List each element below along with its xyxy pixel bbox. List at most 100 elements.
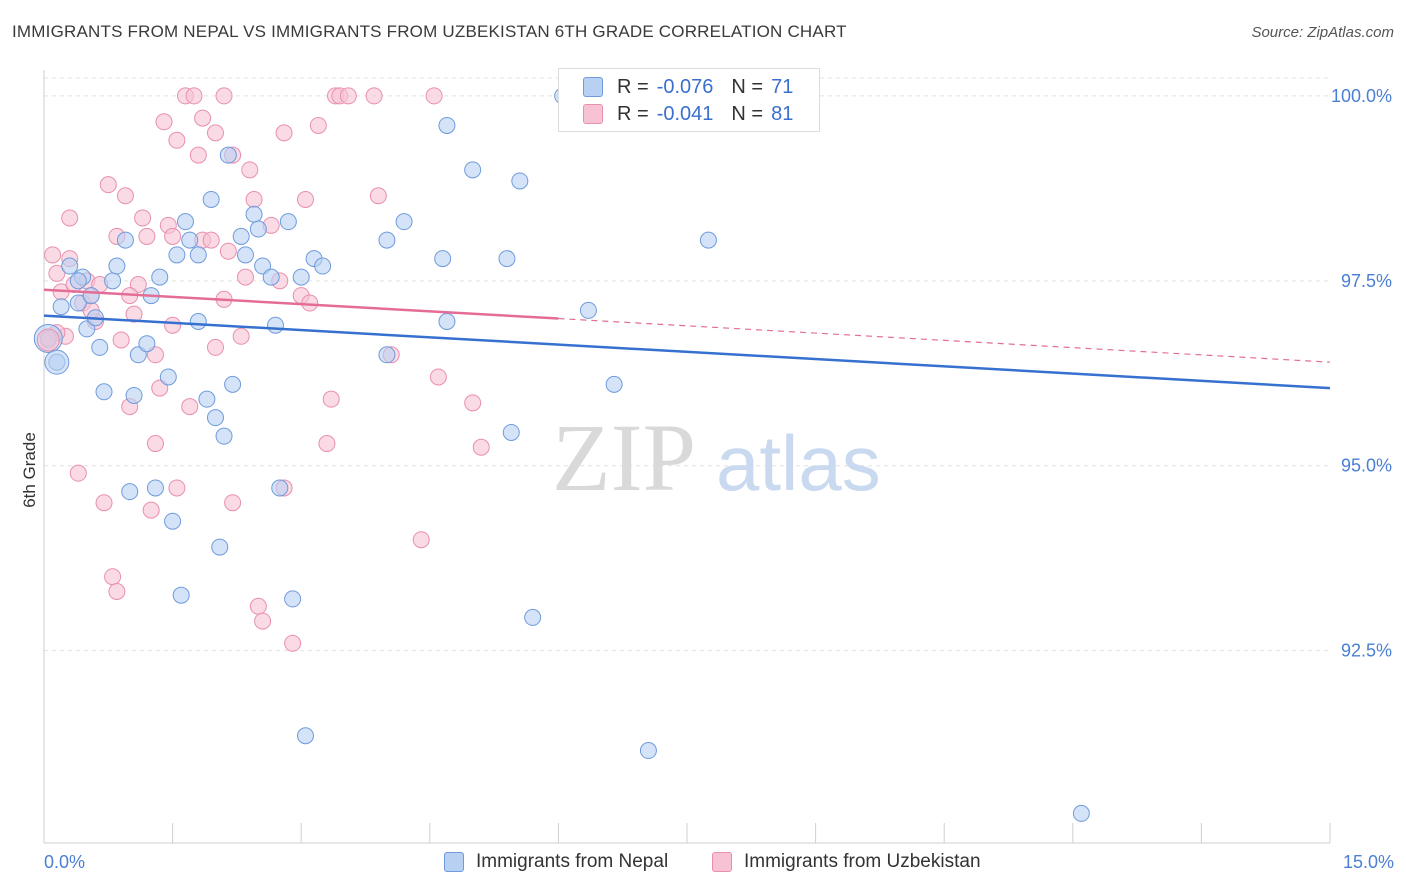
- trendline-uzbekistan: [43, 288, 559, 320]
- point-nepal: [172, 586, 190, 604]
- point-uzbekistan: [44, 246, 62, 264]
- point-uzbekistan: [284, 634, 302, 652]
- point-uzbekistan: [36, 328, 60, 352]
- point-uzbekistan: [206, 338, 224, 356]
- point-nepal: [176, 213, 194, 231]
- point-nepal: [438, 116, 456, 134]
- chart-title: IMMIGRANTS FROM NEPAL VS IMMIGRANTS FROM…: [12, 22, 847, 41]
- point-nepal: [699, 231, 717, 249]
- point-nepal: [189, 313, 207, 331]
- point-uzbekistan: [164, 316, 182, 334]
- point-uzbekistan: [202, 231, 220, 249]
- point-nepal: [266, 316, 284, 334]
- point-nepal: [61, 257, 79, 275]
- point-nepal: [211, 538, 229, 556]
- point-uzbekistan: [241, 161, 259, 179]
- point-nepal: [52, 298, 70, 316]
- point-nepal: [219, 146, 237, 164]
- point-nepal: [82, 287, 100, 305]
- point-uzbekistan: [189, 146, 207, 164]
- point-uzbekistan: [112, 331, 130, 349]
- point-nepal: [215, 427, 233, 445]
- point-uzbekistan: [206, 124, 224, 142]
- point-nepal: [236, 246, 254, 264]
- point-uzbekistan: [236, 268, 254, 286]
- point-nepal: [639, 742, 657, 760]
- source-label: Source: ZipAtlas.com: [1251, 24, 1394, 41]
- point-uzbekistan: [181, 398, 199, 416]
- point-uzbekistan: [296, 190, 314, 208]
- point-nepal: [125, 386, 143, 404]
- watermark-atlas: atlas: [716, 419, 881, 507]
- point-nepal: [378, 346, 396, 364]
- point-nepal: [121, 483, 139, 501]
- point-uzbekistan: [48, 264, 66, 282]
- legend-swatch-uzbekistan: [583, 104, 603, 124]
- point-uzbekistan: [365, 87, 383, 105]
- point-uzbekistan: [301, 294, 319, 312]
- point-nepal: [605, 375, 623, 393]
- point-uzbekistan: [219, 242, 237, 260]
- point-nepal: [91, 338, 109, 356]
- point-nepal: [262, 268, 280, 286]
- point-nepal: [524, 608, 542, 626]
- point-uzbekistan: [142, 501, 160, 519]
- legend-row-nepal: R = -0.076 N = 71: [583, 74, 811, 100]
- y-tick-label: 100.0%: [1331, 86, 1392, 106]
- point-nepal: [464, 161, 482, 179]
- bottom-legend-swatch-uzbekistan: [712, 852, 732, 872]
- point-uzbekistan: [249, 597, 267, 615]
- point-uzbekistan: [275, 124, 293, 142]
- point-uzbekistan: [472, 438, 490, 456]
- point-nepal: [1072, 804, 1090, 822]
- trend-layer: [43, 288, 1331, 390]
- point-uzbekistan: [168, 131, 186, 149]
- point-uzbekistan: [185, 87, 203, 105]
- point-uzbekistan: [318, 435, 336, 453]
- point-nepal: [511, 172, 529, 190]
- point-nepal: [164, 512, 182, 530]
- point-uzbekistan: [429, 368, 447, 386]
- bottom-legend-uzbekistan: Immigrants from Uzbekistan: [712, 851, 981, 873]
- point-nepal: [116, 231, 134, 249]
- point-nepal: [224, 375, 242, 393]
- point-uzbekistan: [116, 187, 134, 205]
- point-nepal: [69, 272, 87, 290]
- y-axis-label: 6th Grade: [20, 432, 39, 508]
- point-nepal: [395, 213, 413, 231]
- point-nepal: [189, 246, 207, 264]
- point-nepal: [232, 227, 250, 245]
- point-uzbekistan: [69, 464, 87, 482]
- trendline-nepal: [43, 314, 1331, 390]
- point-uzbekistan: [194, 109, 212, 127]
- bottom-legend-nepal: Immigrants from Nepal: [444, 851, 668, 873]
- point-uzbekistan: [215, 87, 233, 105]
- point-uzbekistan: [232, 327, 250, 345]
- point-nepal: [579, 301, 597, 319]
- point-uzbekistan: [339, 87, 357, 105]
- point-nepal: [69, 294, 87, 312]
- y-tick-label: 92.5%: [1341, 641, 1392, 661]
- legend-r-label: R =: [617, 102, 649, 125]
- point-nepal: [146, 479, 164, 497]
- point-uzbekistan: [125, 305, 143, 323]
- y-tick-label: 95.0%: [1341, 456, 1392, 476]
- point-uzbekistan: [134, 209, 152, 227]
- watermark-zip: ZIP: [552, 404, 696, 511]
- point-uzbekistan: [155, 113, 173, 131]
- point-nepal: [438, 313, 456, 331]
- point-uzbekistan: [224, 494, 242, 512]
- legend-n-value-uzbekistan: 81: [771, 102, 794, 125]
- y-tick-label: 97.5%: [1341, 271, 1392, 291]
- point-uzbekistan: [425, 87, 443, 105]
- legend-r-value-uzbekistan: -0.041: [656, 102, 714, 125]
- bottom-legend-swatch-nepal: [444, 852, 464, 872]
- point-nepal: [108, 257, 126, 275]
- point-nepal: [95, 383, 113, 401]
- point-uzbekistan: [322, 390, 340, 408]
- point-nepal: [202, 190, 220, 208]
- point-nepal: [378, 231, 396, 249]
- point-nepal: [434, 250, 452, 268]
- point-nepal: [168, 246, 186, 264]
